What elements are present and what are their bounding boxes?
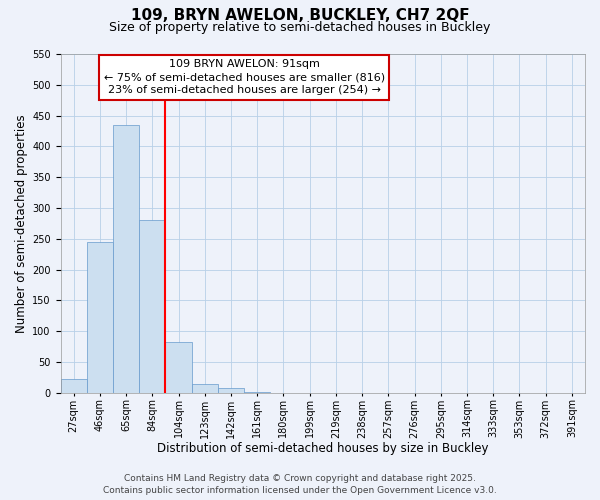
- Bar: [87, 242, 113, 393]
- Text: Contains HM Land Registry data © Crown copyright and database right 2025.
Contai: Contains HM Land Registry data © Crown c…: [103, 474, 497, 495]
- Y-axis label: Number of semi-detached properties: Number of semi-detached properties: [15, 114, 28, 332]
- X-axis label: Distribution of semi-detached houses by size in Buckley: Distribution of semi-detached houses by …: [157, 442, 488, 455]
- Text: Size of property relative to semi-detached houses in Buckley: Size of property relative to semi-detach…: [109, 21, 491, 34]
- Bar: [191, 384, 218, 393]
- Bar: [113, 125, 139, 393]
- Bar: [244, 392, 271, 393]
- Bar: [218, 388, 244, 393]
- Bar: [139, 220, 166, 393]
- Text: 109 BRYN AWELON: 91sqm
← 75% of semi-detached houses are smaller (816)
23% of se: 109 BRYN AWELON: 91sqm ← 75% of semi-det…: [104, 59, 385, 96]
- Bar: [61, 378, 87, 393]
- Text: 109, BRYN AWELON, BUCKLEY, CH7 2QF: 109, BRYN AWELON, BUCKLEY, CH7 2QF: [131, 8, 469, 22]
- Bar: [166, 342, 191, 393]
